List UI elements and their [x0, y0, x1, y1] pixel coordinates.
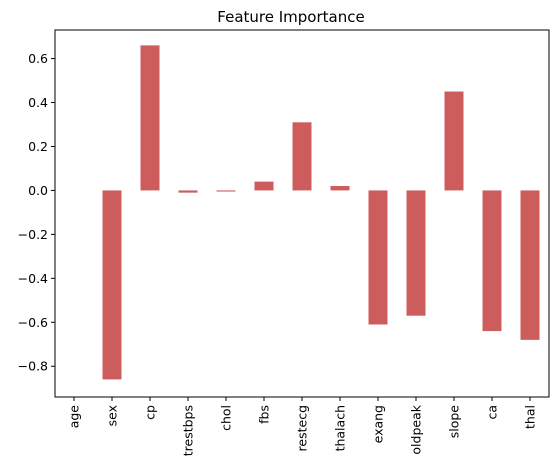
x-tick-label-cp: cp [143, 405, 158, 420]
bar-thalach [330, 186, 350, 191]
y-tick-label: −0.4 [18, 271, 48, 286]
x-tick-label-fbs: fbs [257, 405, 272, 424]
bar-restecg [292, 122, 312, 191]
y-tick-label: 0.4 [28, 95, 48, 110]
x-tick-label-thal: thal [523, 405, 538, 429]
bar-thal [520, 190, 540, 340]
bar-sex [102, 190, 122, 380]
bar-group [102, 45, 540, 380]
x-tick-label-age: age [67, 405, 82, 429]
bar-trestbps [178, 190, 198, 193]
x-tick-label-sex: sex [105, 405, 120, 426]
x-tick-label-chol: chol [219, 405, 234, 431]
chart-title: Feature Importance [217, 8, 364, 26]
bar-chol [216, 190, 236, 192]
bar-cp [140, 45, 160, 191]
y-tick-label: −0.8 [18, 359, 48, 374]
bar-slope [444, 91, 464, 191]
bar-ca [482, 190, 502, 332]
y-tick-label: 0.0 [28, 183, 48, 198]
bar-fbs [254, 181, 274, 191]
y-tick-label: 0.2 [28, 139, 48, 154]
x-tick-label-restecg: restecg [295, 405, 310, 451]
y-tick-label: −0.6 [18, 315, 48, 330]
x-tick-label-thalach: thalach [333, 405, 348, 451]
y-tick-label: 0.6 [28, 51, 48, 66]
bar-exang [368, 190, 388, 325]
bar-oldpeak [406, 190, 426, 316]
x-tick-label-exang: exang [371, 405, 386, 443]
x-tick-label-oldpeak: oldpeak [409, 404, 424, 454]
y-axis: −0.8 −0.6 −0.4 −0.2 0.0 0.2 0.4 0.6 [18, 51, 55, 374]
x-axis: age sex cp trestbps chol fbs restecg thalach exa… [67, 397, 538, 456]
plot-frame [54, 29, 550, 398]
y-tick-label: −0.2 [18, 227, 48, 242]
x-tick-label-slope: slope [447, 405, 462, 439]
x-tick-label-trestbps: trestbps [181, 405, 196, 456]
x-tick-label-ca: ca [485, 405, 500, 420]
